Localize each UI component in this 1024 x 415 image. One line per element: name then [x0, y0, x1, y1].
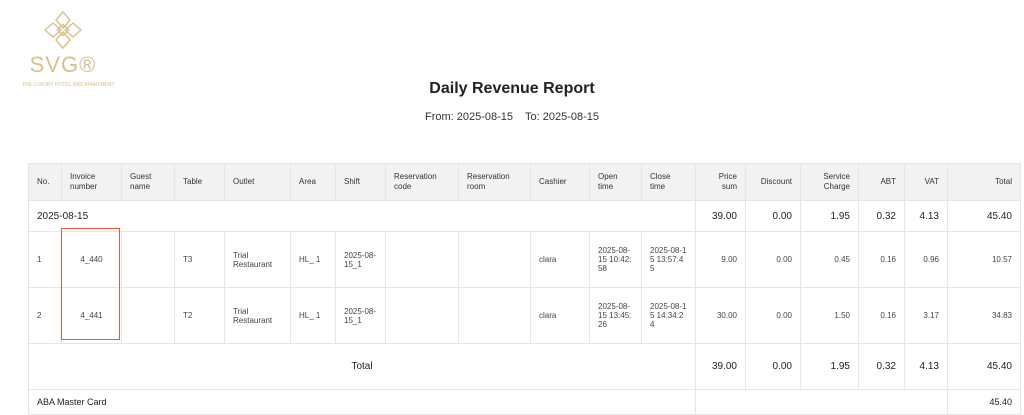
logo-brand: SVG® — [29, 52, 97, 77]
total-discount: 0.00 — [745, 343, 801, 390]
cell-open: 2025-08-15 10:42:58 — [589, 231, 642, 288]
cell-res-room — [458, 287, 531, 344]
total-price: 39.00 — [695, 343, 746, 390]
total-total: 45.40 — [947, 343, 1021, 390]
cell-area: HL_ 1 — [290, 287, 336, 344]
from-date: From: 2025-08-15 — [424, 111, 514, 123]
invoice-link[interactable]: 4_440 — [61, 231, 122, 288]
col-outlet: Outlet — [224, 163, 291, 201]
cell-table: T3 — [174, 231, 225, 288]
cell-abt: 0.16 — [858, 231, 905, 288]
total-service: 1.95 — [800, 343, 859, 390]
group-vat: 4.13 — [904, 200, 948, 232]
total-abt: 0.32 — [858, 343, 905, 390]
payment-spacer — [695, 389, 948, 415]
cell-guest — [121, 287, 175, 344]
col-cashier: Cashier — [530, 163, 590, 201]
col-res-room: Reservation room — [458, 163, 531, 201]
cell-price: 9.00 — [695, 231, 746, 288]
cell-price: 30.00 — [695, 287, 746, 344]
col-abt: ABT — [858, 163, 905, 201]
invoice-link[interactable]: 4_441 — [61, 287, 122, 344]
report-title: Daily Revenue Report — [429, 80, 595, 97]
col-table: Table — [174, 163, 225, 201]
col-guest: Guest name — [121, 163, 175, 201]
col-no: No. — [28, 163, 62, 201]
group-total: 45.40 — [947, 200, 1021, 232]
cell-no: 2 — [28, 287, 62, 344]
col-service: Service Charge — [800, 163, 859, 201]
table-row: 2 4_441 T2 Trial Restaurant HL_ 1 2025-0… — [28, 287, 1021, 344]
cell-abt: 0.16 — [858, 287, 905, 344]
cell-shift: 2025-08-15_1 — [335, 287, 386, 344]
group-abt: 0.32 — [858, 200, 905, 232]
group-date: 2025-08-15 — [28, 200, 696, 232]
cell-discount: 0.00 — [745, 287, 801, 344]
cell-res-code — [385, 231, 459, 288]
payment-method: ABA Master Card — [28, 389, 696, 415]
cell-outlet: Trial Restaurant — [224, 287, 291, 344]
cell-area: HL_ 1 — [290, 231, 336, 288]
cell-no: 1 — [28, 231, 62, 288]
payment-row: ABA Master Card 45.40 — [28, 389, 1021, 415]
col-invoice: Invoice number — [61, 163, 122, 201]
payment-total: 45.40 — [947, 389, 1021, 415]
cell-total: 10.57 — [947, 231, 1021, 288]
cell-outlet: Trial Restaurant — [224, 231, 291, 288]
cell-close: 2025-08-15 13:57:45 — [641, 231, 696, 288]
col-res-code: Reservation code — [385, 163, 459, 201]
cell-total: 34.83 — [947, 287, 1021, 344]
to-date: To: 2025-08-15 — [525, 111, 600, 123]
revenue-table: No. Invoice number Guest name Table Outl… — [28, 163, 1021, 415]
cell-cashier: clara — [530, 231, 590, 288]
col-shift: Shift — [335, 163, 386, 201]
cell-service: 1.50 — [800, 287, 859, 344]
group-service: 1.95 — [800, 200, 859, 232]
total-row: Total 39.00 0.00 1.95 0.32 4.13 45.40 — [28, 343, 1021, 390]
cell-table: T2 — [174, 287, 225, 344]
cell-close: 2025-08-15 14:34:24 — [641, 287, 696, 344]
col-discount: Discount — [745, 163, 801, 201]
cell-shift: 2025-08-15_1 — [335, 231, 386, 288]
col-price: Price sum — [695, 163, 746, 201]
group-discount: 0.00 — [745, 200, 801, 232]
table-header: No. Invoice number Guest name Table Outl… — [28, 163, 1021, 201]
cell-res-code — [385, 287, 459, 344]
cell-vat: 0.96 — [904, 231, 948, 288]
date-group-row: 2025-08-15 39.00 0.00 1.95 0.32 4.13 45.… — [28, 200, 1021, 232]
cell-res-room — [458, 231, 531, 288]
cell-service: 0.45 — [800, 231, 859, 288]
group-price: 39.00 — [695, 200, 746, 232]
date-range: From: 2025-08-15 To: 2025-08-15 — [0, 111, 1024, 123]
hotel-logo: SVG® THE LUXURY HOTEL AND APARTMENT — [22, 10, 115, 89]
cell-cashier: clara — [530, 287, 590, 344]
col-area: Area — [290, 163, 336, 201]
cell-vat: 3.17 — [904, 287, 948, 344]
total-label: Total — [28, 343, 696, 390]
total-vat: 4.13 — [904, 343, 948, 390]
cell-guest — [121, 231, 175, 288]
lotus-emblem-icon — [43, 10, 83, 50]
col-open: Open time — [589, 163, 642, 201]
col-vat: VAT — [904, 163, 948, 201]
col-close: Close time — [641, 163, 696, 201]
cell-open: 2025-08-15 13:45:26 — [589, 287, 642, 344]
cell-discount: 0.00 — [745, 231, 801, 288]
table-row: 1 4_440 T3 Trial Restaurant HL_ 1 2025-0… — [28, 231, 1021, 288]
col-total: Total — [947, 163, 1021, 201]
logo-tagline: THE LUXURY HOTEL AND APARTMENT — [22, 82, 115, 88]
